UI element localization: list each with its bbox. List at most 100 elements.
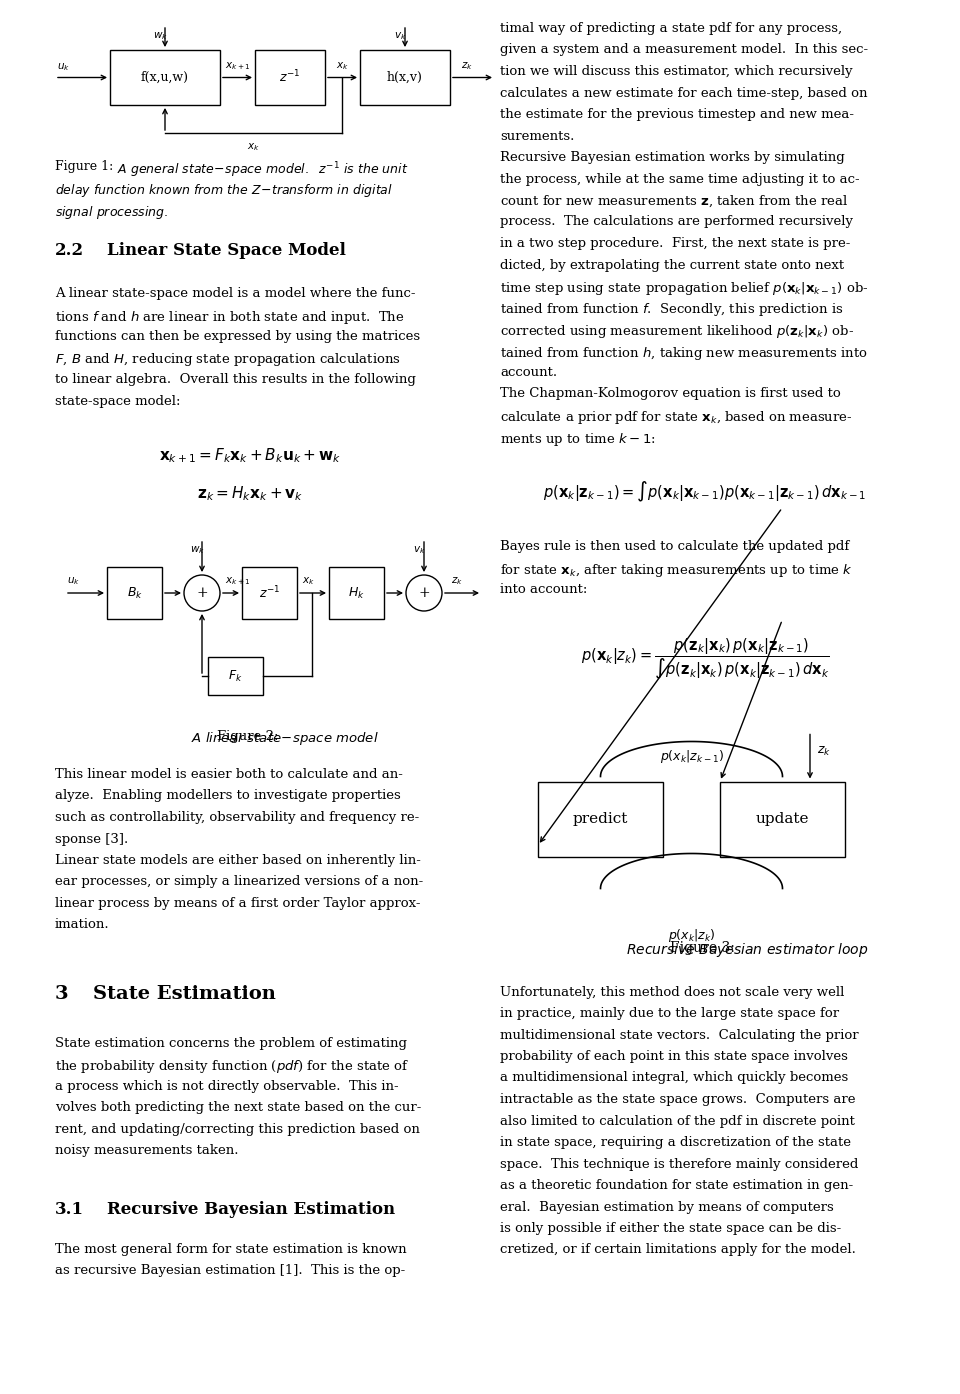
- Text: rent, and updating/correcting this prediction based on: rent, and updating/correcting this predi…: [55, 1124, 420, 1136]
- Text: Bayes rule is then used to calculate the updated pdf: Bayes rule is then used to calculate the…: [500, 539, 850, 553]
- Text: $p(\mathbf{x}_k|z_k) = \dfrac{p(\mathbf{z}_k|\mathbf{x}_k)\,p(\mathbf{x}_k|\math: $p(\mathbf{x}_k|z_k) = \dfrac{p(\mathbf{…: [581, 637, 829, 682]
- Text: tained from function $h$, taking new measurements into: tained from function $h$, taking new mea…: [500, 344, 868, 361]
- Text: predict: predict: [573, 811, 628, 827]
- Text: functions can then be expressed by using the matrices: functions can then be expressed by using…: [55, 330, 420, 343]
- Text: This linear model is easier both to calculate and an-: This linear model is easier both to calc…: [55, 768, 403, 781]
- Text: into account:: into account:: [500, 583, 588, 597]
- Text: the estimate for the previous timestep and new mea-: the estimate for the previous timestep a…: [500, 107, 854, 121]
- Text: $z^{-1}$: $z^{-1}$: [259, 584, 280, 601]
- Text: $\it{A\ linear\ state\!-\!space\ model}$: $\it{A\ linear\ state\!-\!space\ model}$: [191, 730, 379, 747]
- Text: $z_k$: $z_k$: [451, 576, 463, 587]
- Text: h(x,v): h(x,v): [387, 71, 423, 84]
- Text: corrected using measurement likelihood $p(\mathbf{z}_k|\mathbf{x}_k)$ ob-: corrected using measurement likelihood $…: [500, 323, 854, 340]
- Text: volves both predicting the next state based on the cur-: volves both predicting the next state ba…: [55, 1101, 421, 1114]
- Text: $\it{signal\ processing.}$: $\it{signal\ processing.}$: [55, 204, 168, 222]
- Text: space.  This technique is therefore mainly considered: space. This technique is therefore mainl…: [500, 1157, 858, 1171]
- Text: cretized, or if certain limitations apply for the model.: cretized, or if certain limitations appl…: [500, 1243, 856, 1256]
- Text: surements.: surements.: [500, 130, 574, 142]
- Text: $p(\mathbf{x}_k|\mathbf{z}_{k-1}) = \int p(\mathbf{x}_k|\mathbf{x}_{k-1})p(\math: $p(\mathbf{x}_k|\mathbf{z}_{k-1}) = \int…: [543, 480, 867, 505]
- Text: count for new measurements $\mathbf{z}$, taken from the real: count for new measurements $\mathbf{z}$,…: [500, 194, 849, 209]
- Text: dicted, by extrapolating the current state onto next: dicted, by extrapolating the current sta…: [500, 258, 844, 272]
- Text: $z^{-1}$: $z^{-1}$: [279, 70, 300, 86]
- Text: $w_k$: $w_k$: [153, 31, 167, 42]
- Text: in a two step procedure.  First, the next state is pre-: in a two step procedure. First, the next…: [500, 237, 851, 250]
- Text: $B_k$: $B_k$: [127, 585, 142, 601]
- Text: A linear state-space model is a model where the func-: A linear state-space model is a model wh…: [55, 287, 416, 300]
- Text: Figure 2:: Figure 2:: [217, 730, 283, 743]
- Text: tion we will discuss this estimator, which recursively: tion we will discuss this estimator, whi…: [500, 66, 852, 78]
- Text: $\it{delay\ function\ known\ from\ the\ Z\!-\!transform\ in\ digital}$: $\it{delay\ function\ known\ from\ the\ …: [55, 183, 393, 199]
- Text: $p(x_k|z_{k-1})$: $p(x_k|z_{k-1})$: [660, 747, 724, 764]
- Text: a multidimensional integral, which quickly becomes: a multidimensional integral, which quick…: [500, 1072, 849, 1085]
- Bar: [107, 567, 162, 619]
- Bar: [329, 567, 384, 619]
- Text: $z_k$: $z_k$: [817, 744, 831, 757]
- Text: The most general form for state estimation is known: The most general form for state estimati…: [55, 1243, 407, 1256]
- Text: 3: 3: [55, 986, 68, 1004]
- Text: $\mathbf{x}_{k+1} = F_k\mathbf{x}_k + B_k\mathbf{u}_k + \mathbf{w}_k$: $\mathbf{x}_{k+1} = F_k\mathbf{x}_k + B_…: [159, 446, 341, 464]
- Text: 2.2: 2.2: [55, 243, 84, 259]
- Text: $x_k$: $x_k$: [247, 141, 260, 153]
- Text: in state space, requiring a discretization of the state: in state space, requiring a discretizati…: [500, 1136, 851, 1149]
- Text: $x_k$: $x_k$: [302, 576, 315, 587]
- Text: is only possible if either the state space can be dis-: is only possible if either the state spa…: [500, 1223, 841, 1235]
- Text: such as controllability, observability and frequency re-: such as controllability, observability a…: [55, 811, 420, 824]
- Text: state-space model:: state-space model:: [55, 395, 180, 407]
- Text: time step using state propagation belief $p(\mathbf{x}_k|\mathbf{x}_{k-1})$ ob-: time step using state propagation belief…: [500, 280, 869, 297]
- Text: ear processes, or simply a linearized versions of a non-: ear processes, or simply a linearized ve…: [55, 875, 423, 888]
- Text: as recursive Bayesian estimation [1].  This is the op-: as recursive Bayesian estimation [1]. Th…: [55, 1264, 405, 1277]
- Text: process.  The calculations are performed recursively: process. The calculations are performed …: [500, 216, 853, 229]
- Text: alyze.  Enabling modellers to investigate properties: alyze. Enabling modellers to investigate…: [55, 789, 400, 803]
- Bar: [538, 782, 663, 856]
- Text: $v_k$: $v_k$: [394, 31, 406, 42]
- Text: the probability density function ($pdf$) for the state of: the probability density function ($pdf$)…: [55, 1058, 409, 1076]
- Text: $x_{k+1}$: $x_{k+1}$: [225, 576, 251, 587]
- Text: $u_k$: $u_k$: [57, 61, 70, 72]
- Text: $F$, $B$ and $H$, reducing state propagation calculations: $F$, $B$ and $H$, reducing state propaga…: [55, 351, 401, 368]
- Text: imation.: imation.: [55, 919, 109, 931]
- Text: given a system and a measurement model.  In this sec-: given a system and a measurement model. …: [500, 43, 868, 57]
- Text: Linear state models are either based on inherently lin-: Linear state models are either based on …: [55, 855, 420, 867]
- Text: also limited to calculation of the pdf in discrete point: also limited to calculation of the pdf i…: [500, 1114, 854, 1128]
- Text: tions $f$ and $h$ are linear in both state and input.  The: tions $f$ and $h$ are linear in both sta…: [55, 308, 404, 326]
- Text: $p(x_k|z_k)$: $p(x_k|z_k)$: [667, 927, 715, 944]
- Text: to linear algebra.  Overall this results in the following: to linear algebra. Overall this results …: [55, 374, 416, 386]
- Text: $\it{A\ general\ state\!-\!space\ model.}$  $z^{-1}$ $\it{is\ the\ unit}$: $\it{A\ general\ state\!-\!space\ model.…: [117, 160, 408, 180]
- Text: Linear State Space Model: Linear State Space Model: [107, 243, 346, 259]
- Text: State Estimation: State Estimation: [93, 986, 276, 1004]
- Text: $F_k$: $F_k$: [228, 669, 243, 683]
- Bar: [360, 50, 450, 105]
- Text: The Chapman-Kolmogorov equation is first used to: The Chapman-Kolmogorov equation is first…: [500, 388, 841, 400]
- Text: ments up to time $k-1$:: ments up to time $k-1$:: [500, 431, 656, 447]
- Text: probability of each point in this state space involves: probability of each point in this state …: [500, 1050, 848, 1064]
- Text: Recursive Bayesian Estimation: Recursive Bayesian Estimation: [107, 1202, 396, 1218]
- Bar: [255, 50, 325, 105]
- Text: Unfortunately, this method does not scale very well: Unfortunately, this method does not scal…: [500, 986, 845, 998]
- Bar: [208, 657, 263, 696]
- Text: intractable as the state space grows.  Computers are: intractable as the state space grows. Co…: [500, 1093, 855, 1105]
- Text: $\mathbf{z}_k = H_k\mathbf{x}_k + \mathbf{v}_k$: $\mathbf{z}_k = H_k\mathbf{x}_k + \mathb…: [197, 484, 303, 503]
- Text: calculates a new estimate for each time-step, based on: calculates a new estimate for each time-…: [500, 86, 868, 99]
- Text: tained from function $f$.  Secondly, this prediction is: tained from function $f$. Secondly, this…: [500, 301, 844, 318]
- Text: in practice, mainly due to the large state space for: in practice, mainly due to the large sta…: [500, 1006, 839, 1020]
- Text: +: +: [196, 585, 207, 599]
- Text: noisy measurements taken.: noisy measurements taken.: [55, 1144, 238, 1157]
- Text: $x_k$: $x_k$: [336, 60, 348, 71]
- Text: $x_{k+1}$: $x_{k+1}$: [225, 60, 251, 71]
- Text: linear process by means of a first order Taylor approx-: linear process by means of a first order…: [55, 896, 420, 910]
- Text: timal way of predicting a state pdf for any process,: timal way of predicting a state pdf for …: [500, 22, 842, 35]
- Bar: [110, 50, 220, 105]
- Text: f(x,u,w): f(x,u,w): [141, 71, 189, 84]
- Text: $z_k$: $z_k$: [461, 60, 473, 71]
- Text: $w_k$: $w_k$: [189, 544, 204, 556]
- Text: as a theoretic foundation for state estimation in gen-: as a theoretic foundation for state esti…: [500, 1179, 853, 1192]
- Text: Recursive Bayesian estimation works by simulating: Recursive Bayesian estimation works by s…: [500, 151, 845, 164]
- Text: multidimensional state vectors.  Calculating the prior: multidimensional state vectors. Calculat…: [500, 1029, 858, 1041]
- Text: State estimation concerns the problem of estimating: State estimation concerns the problem of…: [55, 1037, 407, 1050]
- Text: sponse [3].: sponse [3].: [55, 832, 129, 846]
- Text: $\it{Recursive\ Bayesian\ estimator\ loop}$: $\it{Recursive\ Bayesian\ estimator\ loo…: [626, 941, 868, 959]
- Text: $H_k$: $H_k$: [348, 585, 365, 601]
- Text: for state $\mathbf{x}_k$, after taking measurements up to time $k$: for state $\mathbf{x}_k$, after taking m…: [500, 562, 853, 579]
- Text: $v_k$: $v_k$: [413, 544, 425, 556]
- Text: eral.  Bayesian estimation by means of computers: eral. Bayesian estimation by means of co…: [500, 1200, 833, 1214]
